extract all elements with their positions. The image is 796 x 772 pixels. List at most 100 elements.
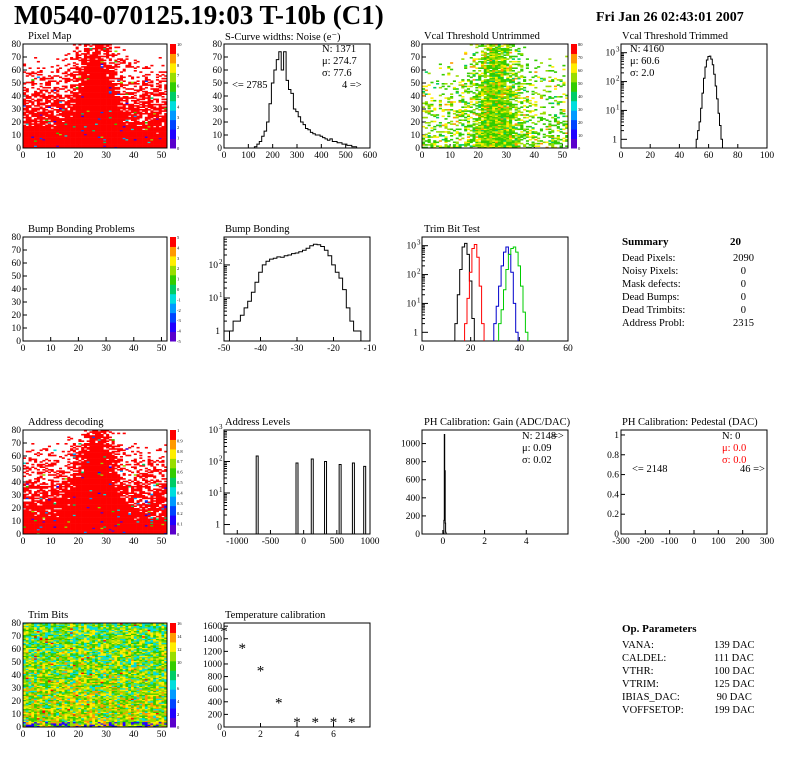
- heatmap-cell: [92, 133, 96, 136]
- heatmap-cell: [103, 140, 107, 142]
- heatmap-cell: [106, 133, 110, 136]
- summary-label: Dead Pixels:: [622, 253, 676, 264]
- heatmap-cell: [492, 131, 496, 133]
- heatmap-cell: [155, 125, 159, 128]
- heatmap-cell: [70, 125, 74, 128]
- heatmap-cell: [108, 125, 112, 128]
- heatmap-cell: [70, 110, 74, 112]
- heatmap-cell: [53, 75, 57, 77]
- heatmap-cell: [458, 128, 462, 131]
- heatmap-cell: [111, 92, 115, 94]
- heatmap-cell: [122, 80, 126, 82]
- heatmap-cell: [492, 79, 496, 81]
- heatmap-cell: [86, 96, 90, 98]
- heatmap-cell: [92, 79, 96, 81]
- heatmap-cell: [36, 519, 40, 522]
- heatmap-cell: [56, 119, 60, 121]
- heatmap-cell: [136, 122, 140, 124]
- colorbar-segment: [170, 110, 176, 121]
- heatmap-cell: [114, 144, 118, 146]
- heatmap-cell: [478, 137, 482, 140]
- heatmap-cell: [75, 120, 79, 123]
- heatmap-cell: [548, 114, 552, 116]
- heatmap-cell: [125, 135, 129, 137]
- heatmap-cell: [161, 136, 165, 138]
- heatmap-cell: [430, 145, 434, 147]
- op-param-label: VTRIM:: [622, 679, 659, 690]
- heatmap-cell: [28, 128, 32, 131]
- heatmap-cell: [520, 85, 524, 88]
- heatmap-cell: [125, 144, 129, 146]
- heatmap-cell: [503, 106, 507, 108]
- heatmap-cell: [45, 470, 49, 472]
- heatmap-cell: [531, 132, 535, 134]
- heatmap-cell: [511, 112, 515, 115]
- heatmap-cell: [133, 138, 137, 141]
- heatmap-cell: [136, 80, 140, 82]
- heatmap-cell: [489, 85, 493, 88]
- heatmap-cell: [106, 101, 110, 103]
- heatmap-cell: [34, 114, 38, 116]
- heatmap-cell: [111, 86, 115, 89]
- heatmap-cell: [75, 47, 79, 50]
- heatmap-cell: [161, 92, 165, 94]
- heatmap-cell: [511, 128, 515, 131]
- heatmap-cell: [86, 77, 90, 80]
- heatmap-cell: [492, 93, 496, 95]
- op-param-label: IBIAS_DAC:: [622, 692, 680, 703]
- heatmap-cell: [500, 119, 504, 121]
- heatmap-cell: [75, 68, 79, 71]
- heatmap-cell: [139, 71, 143, 73]
- heatmap-cell: [50, 135, 54, 137]
- heatmap-cell: [70, 112, 74, 115]
- heatmap-cell: [489, 132, 493, 134]
- heatmap-cell: [97, 110, 101, 112]
- heatmap-cell: [45, 138, 49, 141]
- heatmap-cell: [509, 67, 513, 69]
- heatmap-cell: [78, 110, 82, 112]
- heatmap-cell: [119, 102, 123, 105]
- heatmap-cell: [136, 111, 140, 114]
- heatmap-cell: [483, 58, 487, 60]
- heatmap-cell: [427, 136, 431, 138]
- heatmap-cell: [144, 80, 148, 82]
- heatmap-cell: [503, 103, 507, 106]
- heatmap-cell: [39, 106, 43, 108]
- heatmap-cell: [125, 141, 129, 144]
- heatmap-cell: [106, 76, 110, 79]
- heatmap-cell: [424, 122, 428, 124]
- heatmap-cell: [50, 103, 54, 106]
- heatmap-cell: [478, 90, 482, 93]
- heatmap-cell: [34, 109, 38, 111]
- heatmap-cell: [86, 133, 90, 136]
- heatmap-cell: [56, 83, 60, 85]
- heatmap-cell: [128, 131, 132, 133]
- heatmap-cell: [548, 97, 552, 99]
- heatmap-cell: [92, 80, 96, 82]
- heatmap-cell: [45, 524, 49, 527]
- heatmap-cell: [70, 92, 74, 94]
- heatmap-cell: [478, 132, 482, 134]
- heatmap-cell: [108, 47, 112, 50]
- heatmap-cell: [78, 122, 82, 124]
- heatmap-cell: [86, 101, 90, 103]
- heatmap-cell: [150, 112, 154, 115]
- heatmap-cell: [517, 77, 521, 80]
- heatmap-cell: [53, 133, 57, 136]
- heatmap-cell: [495, 83, 499, 85]
- heatmap-cell: [23, 504, 27, 506]
- heatmap-cell: [136, 102, 140, 105]
- heatmap-cell: [511, 81, 515, 84]
- heatmap-cell: [551, 145, 555, 147]
- heatmap-cell: [483, 96, 487, 98]
- colorbar-segment: [571, 100, 577, 111]
- heatmap-cell: [31, 498, 35, 501]
- heatmap-cell: [466, 102, 471, 105]
- colorbar-segment: [571, 129, 577, 140]
- heatmap-cell: [139, 115, 143, 118]
- heatmap-cell: [500, 72, 504, 75]
- heatmap-cell: [497, 73, 501, 76]
- heatmap-cell: [23, 129, 27, 132]
- heatmap-cell: [103, 47, 107, 50]
- heatmap-cell: [75, 96, 79, 98]
